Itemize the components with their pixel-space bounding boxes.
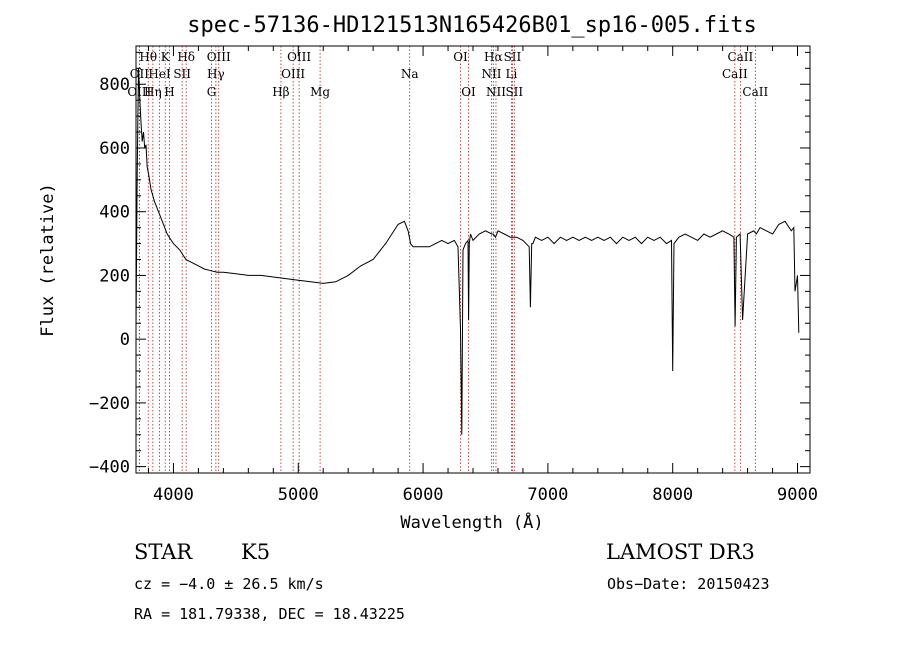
line-label-23: NII [486,85,506,99]
y-tick-label-2: 0 [120,330,130,350]
line-label-25: CaII [727,50,753,64]
line-label-16: Na [401,67,419,81]
plot-frame [135,45,811,474]
line-label-4: HeI [148,67,171,81]
survey-name: LAMOST DR3 [606,540,755,564]
line-label-22: Li [506,67,518,81]
object-class: STAR [134,540,193,564]
object-subclass: K5 [241,540,270,564]
x-tick-label-4: 8000 [652,485,693,505]
x-tick-label-5: 9000 [777,485,818,505]
y-tick-label-5: 600 [99,139,130,159]
line-label-21: NII [481,67,501,81]
y-tick-label-3: 200 [99,266,130,286]
line-label-17: OI [453,50,468,64]
x-axis-ticks: 4000 5000 6000 7000 8000 9000 [147,46,818,505]
spectrum-line-0 [135,68,800,435]
line-label-24: SII [505,85,523,99]
y-tick-label-0: −400 [89,458,130,478]
y-tick-label-4: 400 [99,203,130,223]
ra-dec-coordinates: RA = 181.79338, DEC = 18.43225 [134,605,405,623]
x-tick-label-3: 7000 [527,485,568,505]
y-tick-label-1: −200 [89,394,130,414]
line-label-7: H [164,85,174,99]
redshift-velocity: cz = −4.0 ± 26.5 km/s [134,575,324,593]
line-label-20: SII [504,50,522,64]
line-label-27: CaII [742,85,768,99]
line-label-13: OIII [281,67,305,81]
x-axis-label: Wavelength (Å) [400,511,543,533]
line-label-11: G [207,85,217,99]
x-tick-label-1: 5000 [278,485,319,505]
line-label-9: OIII [207,50,231,64]
observation-date: Obs−Date: 20150423 [607,575,770,593]
y-axis-ticks: −400 −200 0 200 400 600 800 [89,51,810,478]
line-label-3: K [161,50,171,64]
y-tick-label-6: 800 [99,75,130,95]
line-label-8: Hδ [177,50,195,64]
x-tick-label-0: 4000 [153,485,194,505]
chart-title: spec-57136-HD121513N165426B01_sp16-005.f… [187,13,757,38]
line-label-19: Hα [484,50,503,64]
line-label-14: Hβ [272,85,289,99]
line-label-12: OIII [287,50,311,64]
line-label-5: Hη [144,85,162,99]
line-label-15: Mg [310,85,330,99]
line-label-26: CaII [722,67,748,81]
line-label-10: Hγ [207,67,225,81]
spectrum-series [135,68,800,435]
line-label-18: OI [461,85,476,99]
line-label-0: Hθ [139,50,157,64]
x-tick-label-2: 6000 [403,485,444,505]
line-label-6: SII [173,67,191,81]
y-axis-label: Flux (relative) [38,183,58,337]
